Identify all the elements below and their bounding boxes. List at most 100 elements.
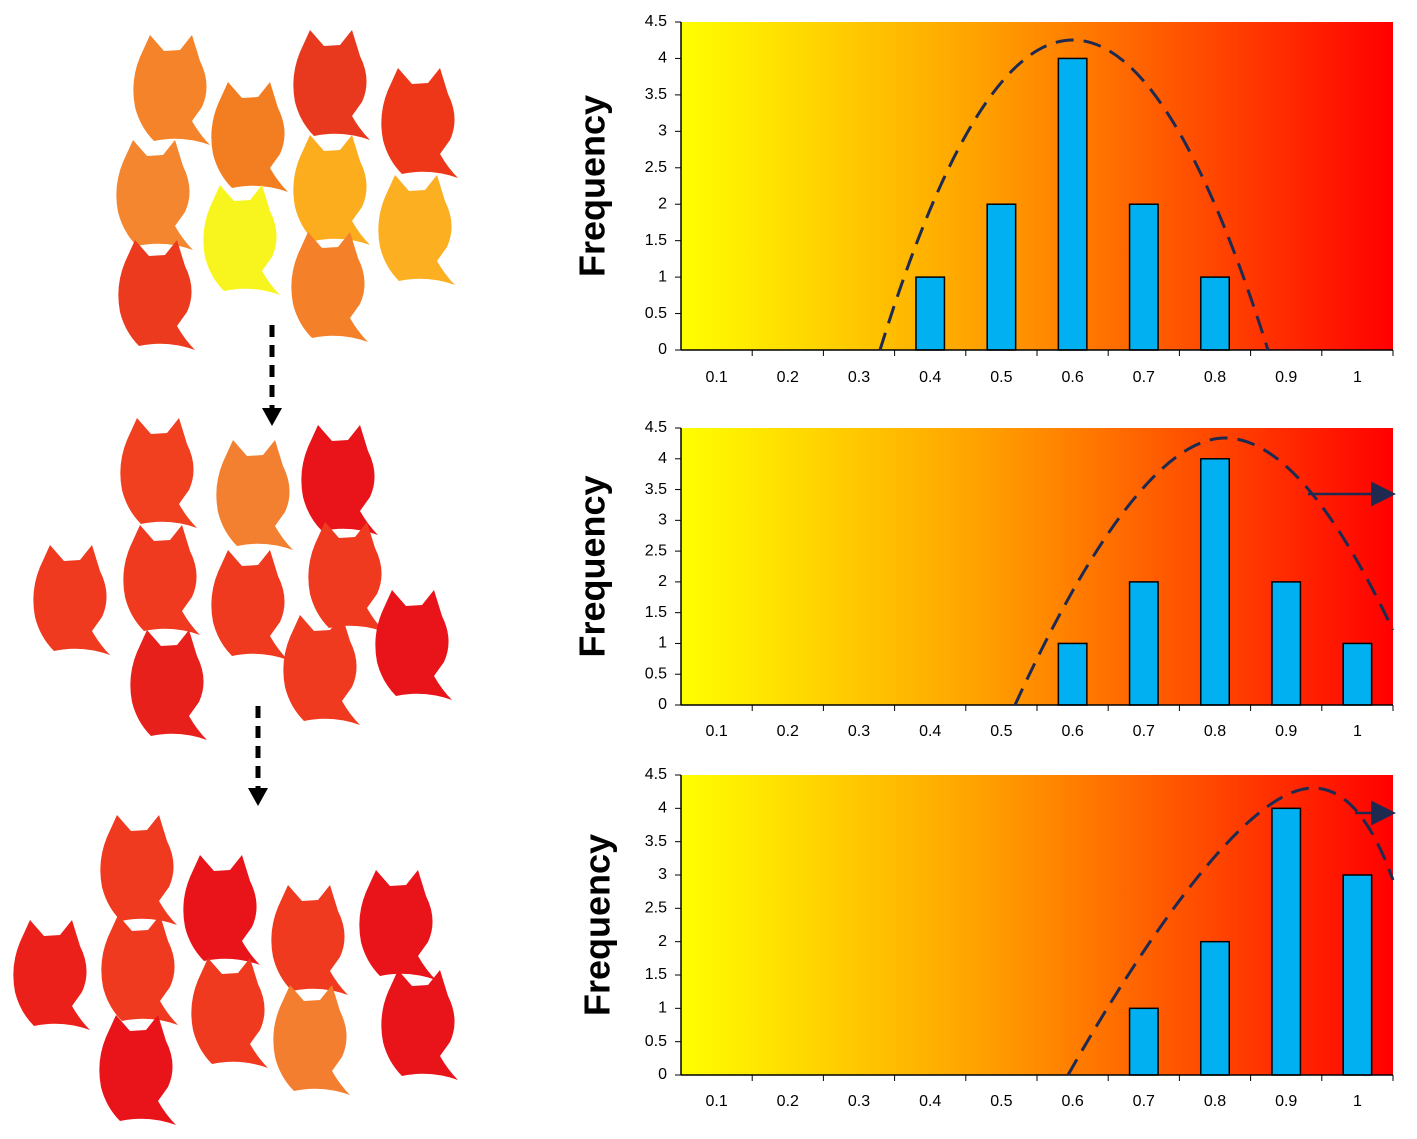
y-tick-label: 2.5: [645, 159, 667, 176]
y-tick-label: 4: [658, 450, 667, 467]
x-tick-label: 0.8: [1204, 1093, 1226, 1110]
cat: [130, 630, 207, 740]
x-tick-label: 0.3: [848, 369, 870, 386]
cat: [13, 920, 90, 1030]
y-tick-label: 2: [658, 933, 667, 950]
bar: [1342, 874, 1373, 1076]
x-tick-label: 0.3: [848, 723, 870, 740]
y-tick-label: 0: [658, 696, 667, 713]
x-tick-label: 0.1: [705, 369, 727, 386]
y-tick-label: 0: [658, 1066, 667, 1083]
y-axis-label: Frequency: [572, 95, 613, 277]
cat: [375, 590, 452, 700]
y-tick-label: 1: [658, 635, 667, 652]
y-tick-label: 4.5: [645, 766, 667, 783]
cat: [33, 545, 111, 655]
bar: [915, 276, 946, 351]
x-tick-label: 0.2: [777, 723, 799, 740]
x-tick-label: 0.4: [919, 1093, 941, 1110]
bar: [1271, 807, 1302, 1076]
y-tick-label: 1: [658, 1000, 667, 1017]
y-tick-label: 3: [658, 123, 667, 140]
bar: [1128, 1007, 1159, 1076]
x-tick-label: 0.5: [990, 723, 1012, 740]
x-tick-label: 1: [1353, 369, 1362, 386]
y-tick-label: 3.5: [645, 86, 667, 103]
bar: [1200, 458, 1230, 706]
cat: [381, 68, 458, 178]
y-tick-label: 0.5: [645, 665, 667, 682]
cat: [301, 425, 378, 535]
x-tick-label: 0.7: [1133, 1093, 1155, 1110]
charts: Frequency 0 0.5 1 1.5 2 2.5 3 3.5 4 4.5 0.1 0.2 0.3 0.…: [572, 13, 1396, 1110]
cat: [183, 855, 260, 965]
x-tick-label: 0.6: [1061, 723, 1083, 740]
x-tick-label: 0.2: [777, 1093, 799, 1110]
x-tick-label: 0.5: [990, 369, 1012, 386]
cat: [293, 135, 370, 245]
cat: [283, 615, 360, 725]
cat-population-illustration: [13, 30, 458, 1125]
cat: [191, 958, 268, 1068]
x-tick-label: 0.9: [1275, 723, 1297, 740]
y-tick-label: 1.5: [645, 966, 667, 983]
y-tick-label: 4.5: [645, 419, 667, 436]
y-tick-label: 2.5: [645, 900, 667, 917]
y-tick-label: 2.5: [645, 542, 667, 559]
x-tick-label: 0.1: [705, 723, 727, 740]
x-tick-label: 0.3: [848, 1093, 870, 1110]
x-tick-label: 0.2: [777, 369, 799, 386]
histogram: Frequency 0 0.5 1 1.5 2 2.5 3 3.5 4 4.5 0.1 0.2 0.3 0.…: [572, 13, 1394, 386]
y-axis-label: Frequency: [577, 834, 618, 1016]
x-tick-label: 0.9: [1275, 369, 1297, 386]
plot-background: [681, 22, 1393, 350]
y-tick-label: 3: [658, 866, 667, 883]
distribution-curve: [1066, 786, 1395, 1076]
cat: [120, 418, 197, 528]
x-tick-label: 0.4: [919, 723, 941, 740]
cat: [123, 525, 200, 635]
x-tick-label: 1: [1353, 1093, 1362, 1110]
y-tick-label: 0.5: [645, 1033, 667, 1050]
cat: [211, 550, 288, 660]
distribution-curve: [878, 38, 1270, 351]
y-tick-label: 3.5: [645, 833, 667, 850]
cat: [378, 175, 455, 285]
cat: [293, 30, 370, 140]
x-tick-label: 0.7: [1133, 369, 1155, 386]
cat: [116, 140, 193, 250]
x-tick-label: 0.8: [1204, 369, 1226, 386]
distribution-curve: [1013, 436, 1395, 706]
y-tick-label: 3.5: [645, 481, 667, 498]
x-tick-label: 1: [1353, 723, 1362, 740]
x-tick-label: 0.5: [990, 1093, 1012, 1110]
cat: [359, 870, 436, 980]
bar: [1128, 203, 1159, 351]
cat: [216, 440, 293, 550]
bar: [1057, 57, 1088, 351]
y-tick-label: 0: [658, 341, 667, 358]
y-tick-label: 3: [658, 512, 667, 529]
x-tick-label: 0.6: [1061, 369, 1083, 386]
cat: [211, 82, 288, 192]
y-tick-label: 1: [658, 268, 667, 285]
y-tick-label: 0.5: [645, 305, 667, 322]
x-tick-label: 0.6: [1061, 1093, 1083, 1110]
cat: [101, 915, 178, 1025]
cat: [133, 35, 210, 145]
bar: [986, 203, 1017, 351]
x-tick-label: 0.4: [919, 369, 941, 386]
bar: [1200, 940, 1230, 1076]
x-tick-label: 0.9: [1275, 1093, 1297, 1110]
cat: [291, 232, 368, 342]
bar: [1200, 276, 1230, 351]
cat: [118, 240, 195, 350]
cat: [308, 522, 385, 632]
histogram: Frequency 0 0.5 1 1.5 2 2.5 3 3.5 4 4.5 0.1 0.2 0.3 0.…: [572, 419, 1396, 740]
x-tick-label: 0.1: [705, 1093, 727, 1110]
y-axis-label: Frequency: [572, 475, 613, 657]
cat: [203, 185, 280, 295]
y-tick-label: 2: [658, 573, 667, 590]
